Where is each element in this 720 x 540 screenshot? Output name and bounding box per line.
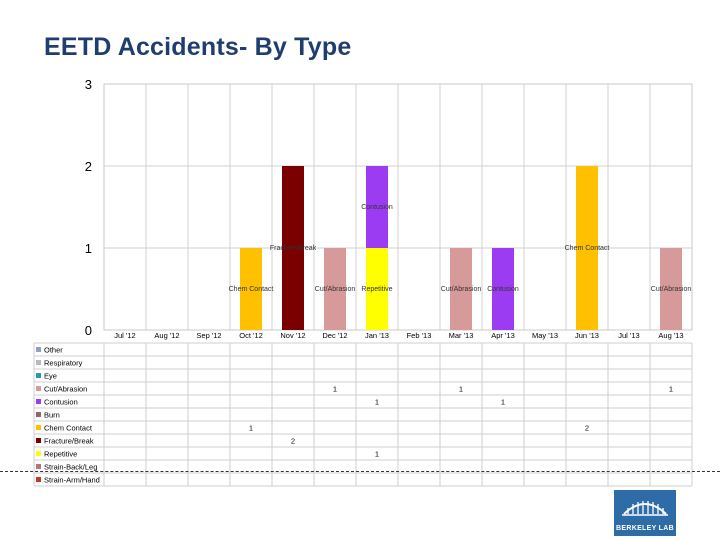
table-row-label: Repetitive	[44, 450, 77, 459]
table-cell-value: 1	[375, 450, 379, 459]
legend-key-chem-contact	[36, 425, 41, 430]
table-row-label: Burn	[44, 411, 60, 420]
logo-text: BERKELEY LAB	[616, 525, 674, 532]
bar-data-label: Cut/Abrasion	[651, 286, 692, 293]
bar-data-label: Cut/Abrasion	[315, 286, 356, 293]
bar-data-label: Chem Contact	[229, 286, 274, 293]
legend-key-strain-back-leg	[36, 464, 41, 469]
legend-key-strain-arm-hand	[36, 477, 41, 482]
x-tick-label: Jul '12	[114, 331, 135, 340]
x-tick-label: May '13	[532, 331, 558, 340]
legend-key-cut-abrasion	[36, 386, 41, 391]
legend-key-other	[36, 347, 41, 352]
table-row-label: Other	[44, 346, 63, 355]
bar-chem-contact-jun-13	[576, 166, 598, 330]
table-row-label: Strain-Back/Leg	[44, 463, 97, 472]
bar-data-label: Contusion	[487, 286, 519, 293]
y-tick-label: 2	[85, 159, 92, 174]
legend-key-contusion	[36, 399, 41, 404]
table-cell-value: 1	[669, 385, 673, 394]
table-cell-value: 1	[501, 398, 505, 407]
y-tick-label: 3	[85, 77, 92, 92]
table-row-label: Fracture/Break	[44, 437, 94, 446]
table-cell-value: 1	[375, 398, 379, 407]
table-row-label: Chem Contact	[44, 424, 93, 433]
legend-key-fracture-break	[36, 438, 41, 443]
bar-contusion-jan-13	[366, 166, 388, 248]
table-row-label: Respiratory	[44, 359, 83, 368]
bar-cut-abrasion-dec-12	[324, 248, 346, 330]
x-tick-label: Jul '13	[618, 331, 639, 340]
bar-repetitive-jan-13	[366, 248, 388, 330]
x-tick-label: Jan '13	[365, 331, 389, 340]
x-tick-label: Apr '13	[491, 331, 515, 340]
x-tick-label: Aug '13	[658, 331, 683, 340]
x-tick-label: Mar '13	[449, 331, 474, 340]
y-tick-label: 0	[85, 323, 92, 338]
bar-data-label: Repetitive	[361, 286, 392, 293]
table-cell-value: 2	[291, 437, 295, 446]
table-cell-value: 1	[333, 385, 337, 394]
table-row-label: Strain-Arm/Hand	[44, 476, 100, 485]
x-tick-label: Nov '12	[280, 331, 305, 340]
x-tick-label: Feb '13	[407, 331, 432, 340]
table-cell-value: 1	[459, 385, 463, 394]
footer-divider	[0, 471, 720, 472]
bar-fracture-break-nov-12	[282, 166, 304, 330]
bar-cut-abrasion-mar-13	[450, 248, 472, 330]
table-cell-value: 1	[249, 424, 253, 433]
y-tick-label: 1	[85, 241, 92, 256]
slide-title: EETD Accidents- By Type	[44, 33, 352, 61]
bar-data-label: Chem Contact	[565, 245, 610, 252]
bar-contusion-apr-13	[492, 248, 514, 330]
bar-chem-contact-oct-12	[240, 248, 262, 330]
legend-key-repetitive	[36, 451, 41, 456]
x-tick-label: Dec '12	[322, 331, 347, 340]
x-tick-label: Jun '13	[575, 331, 599, 340]
legend-key-respiratory	[36, 360, 41, 365]
bar-cut-abrasion-aug-13	[660, 248, 682, 330]
x-tick-label: Sep '12	[196, 331, 221, 340]
berkeley-lab-logo: BERKELEY LAB	[614, 490, 676, 536]
table-row-label: Cut/Abrasion	[44, 385, 87, 394]
bar-data-label: Fracture/Break	[270, 245, 317, 252]
bar-data-label: Contusion	[361, 204, 393, 211]
table-row-label: Eye	[44, 372, 57, 381]
lab-building-icon	[622, 501, 668, 516]
legend-key-burn	[36, 412, 41, 417]
legend-key-eye	[36, 373, 41, 378]
bar-data-label: Cut/Abrasion	[441, 286, 482, 293]
table-row-label: Contusion	[44, 398, 78, 407]
table-cell-value: 2	[585, 424, 589, 433]
x-tick-label: Oct '12	[239, 331, 263, 340]
x-tick-label: Aug '12	[154, 331, 179, 340]
